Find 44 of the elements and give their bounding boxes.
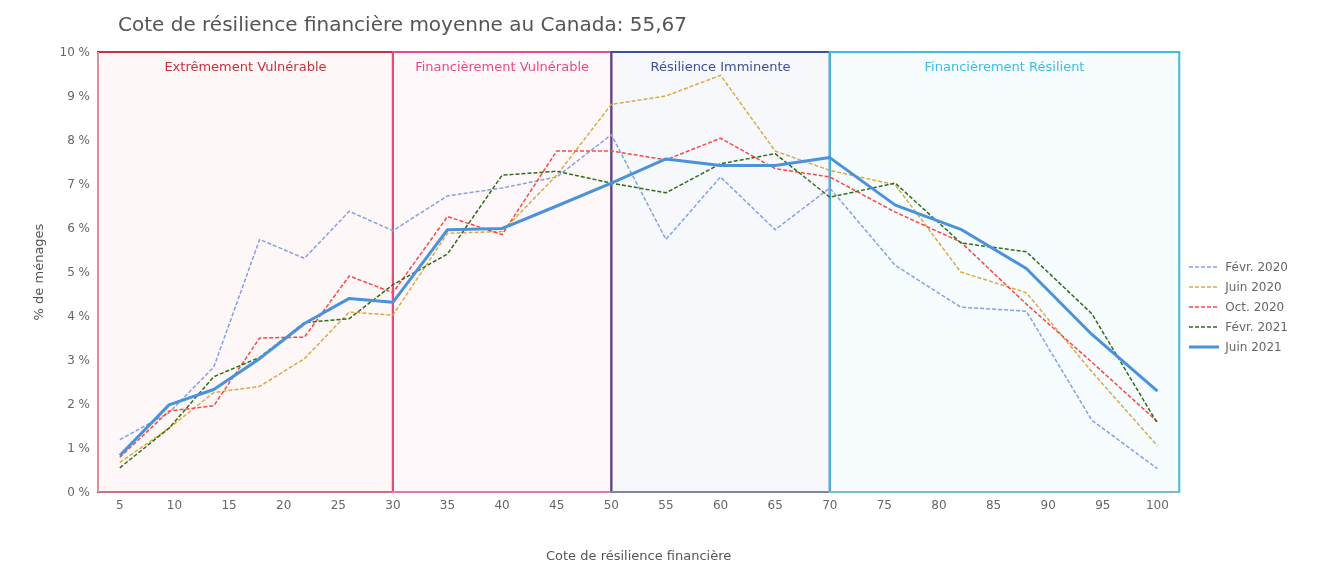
y-axis-title: % de ménages [30,223,46,321]
x-tick-label: 30 [385,497,401,512]
x-tick-label: 90 [1040,497,1056,512]
x-tick-label: 45 [549,497,565,512]
legend-label: Févr. 2021 [1225,320,1288,334]
chart-title: Cote de résilience financière moyenne au Canada: 55,67 [117,11,688,38]
y-tick-label: 9 % [67,89,90,104]
line-series [119,74,1159,464]
y-tick-label: 6 % [67,221,90,236]
x-axis-title: Cote de résilience financière [545,548,732,563]
x-tick-label: 55 [658,497,674,512]
x-tick-label: 15 [221,497,237,512]
x-tick-label: 50 [603,497,619,512]
x-tick-label: 65 [767,497,783,512]
y-tick-label: 3 % [67,353,90,368]
y-tick-label: 4 % [67,309,90,324]
x-tick-label: 95 [1095,497,1111,512]
x-tick-label: 85 [985,497,1002,512]
legend-label: Juin 2021 [1225,340,1282,354]
band-label: Financièrement Résilient [924,59,1085,75]
x-tick-label: 75 [876,497,893,512]
x-tick-label: 100 [1145,497,1169,512]
legend-label: Févr. 2020 [1225,260,1288,274]
x-tick-label: 20 [276,497,292,512]
x-tick-label: 35 [439,497,456,512]
y-tick-label: 8 % [67,133,90,148]
legend-label: Oct. 2020 [1225,300,1285,314]
legend-label: Juin 2020 [1225,280,1282,294]
band-label: Résilience Imminente [650,59,791,75]
band-label: Financièrement Vulnérable [415,59,590,75]
y-tick-label: 1 % [67,441,90,456]
x-tick-label: 60 [712,497,729,512]
x-tick-label: 5 [116,497,124,512]
x-tick-label: 10 [166,497,183,512]
band-label: Extrêmement Vulnérable [164,59,327,75]
y-tick-label: 0 % [67,485,90,500]
x-tick-label: 70 [822,497,838,512]
x-tick-label: 80 [931,497,947,512]
y-tick-label: 10 % [59,45,90,60]
x-tick-label: 25 [330,497,346,512]
y-tick-label: 5 % [67,265,90,280]
y-tick-label: 7 % [67,177,90,192]
x-tick-label: 40 [494,497,510,512]
y-tick-label: 2 % [67,397,90,412]
